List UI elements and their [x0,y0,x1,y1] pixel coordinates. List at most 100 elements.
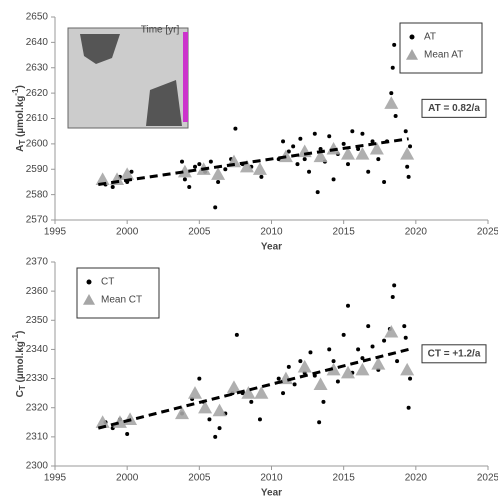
data-point [356,146,361,151]
data-point [291,144,296,149]
data-point [406,174,411,179]
mean-marker [326,141,341,155]
y-tick-label: 2580 [26,189,49,200]
x-tick-label: 2000 [116,473,139,484]
data-point [207,417,212,422]
mean-marker [369,141,384,155]
data-point [182,177,187,182]
legend-label: AT [424,32,436,43]
x-tick-label: 2015 [333,227,356,238]
data-point [292,382,297,387]
data-point [395,359,400,364]
data-point [193,164,198,169]
legend-label: CT [101,277,114,288]
x-tick-label: 2010 [260,473,283,484]
data-point [370,139,375,144]
data-point [302,157,307,162]
data-point [208,159,213,164]
mean-marker [188,386,203,399]
data-point [307,169,312,174]
mean-marker [198,400,213,414]
data-point [125,431,130,436]
annotation-box [421,98,487,118]
data-point [392,42,397,47]
data-point [366,324,371,329]
data-point [187,185,192,190]
y-axis-label-part: C [15,390,26,397]
legend-marker [86,279,92,285]
data-point [286,364,291,369]
y-axis-label-part: -1 [11,333,20,341]
y-tick-label: 2640 [26,37,49,48]
annotation: CT = +1.2/a [428,348,481,359]
mean-marker [95,415,110,428]
mean-marker [400,362,415,376]
data-point [197,376,202,381]
y-axis-label-part: (µmol.kg [15,96,26,140]
y-axis-label-part: (µmol.kg [15,341,26,385]
y-tick-label: 2600 [26,139,49,150]
data-point [298,136,303,141]
y-axis-label-part: -1 [11,88,20,96]
y-axis-label-part: ) [15,331,26,334]
inset-title: Time [yr] [141,25,180,36]
y-tick-label: 2590 [26,164,49,175]
data-point [345,162,350,167]
mean-marker [177,164,192,178]
data-point [360,131,365,136]
mean-marker [175,406,190,420]
x-tick-label: 2025 [477,473,498,484]
data-point [341,141,346,146]
inset-colorbar [183,32,188,122]
x-tick-label: 2015 [333,473,356,484]
data-point [318,146,323,151]
mean-marker [355,147,370,160]
x-tick-label: 2005 [188,473,211,484]
data-point [286,149,291,154]
data-point [376,157,381,162]
y-tick-label: 2610 [26,113,49,124]
y-axis-label-part: T [18,385,27,390]
y-tick-label: 2570 [26,215,49,226]
y-tick-label: 2330 [26,373,49,384]
mean-marker [384,324,399,338]
mean-marker [95,172,110,185]
y-tick-label: 2360 [26,286,49,297]
data-point [308,350,313,355]
y-tick-label: 2630 [26,62,49,73]
y-tick-label: 2370 [26,257,49,268]
data-point [345,303,350,308]
mean-marker [371,357,386,370]
trend-line [98,137,409,186]
data-point [249,399,254,404]
mean-marker [340,365,355,379]
data-point [382,338,387,343]
mean-marker [211,167,226,180]
annotation: AT = 0.82/a [428,103,480,114]
data-point [295,162,300,167]
data-point [370,344,375,349]
mean-marker [212,403,227,417]
data-point [406,405,411,410]
data-point [389,91,394,96]
x-tick-label: 2005 [188,227,211,238]
data-point [327,347,332,352]
x-tick-label: 2000 [116,227,139,238]
data-point [390,294,395,299]
data-point [213,205,218,210]
data-point [393,113,398,118]
y-tick-label: 2300 [26,461,49,472]
legend-marker [409,34,415,40]
y-tick-label: 2310 [26,431,49,442]
data-point [281,391,286,396]
y-tick-label: 2620 [26,88,49,99]
data-point [233,126,238,131]
y-tick-label: 2340 [26,344,49,355]
mean-marker [241,386,256,399]
data-point [350,129,355,134]
data-point [312,131,317,136]
mean-marker [355,362,370,376]
annotation-box [421,344,487,364]
data-point [317,420,322,425]
